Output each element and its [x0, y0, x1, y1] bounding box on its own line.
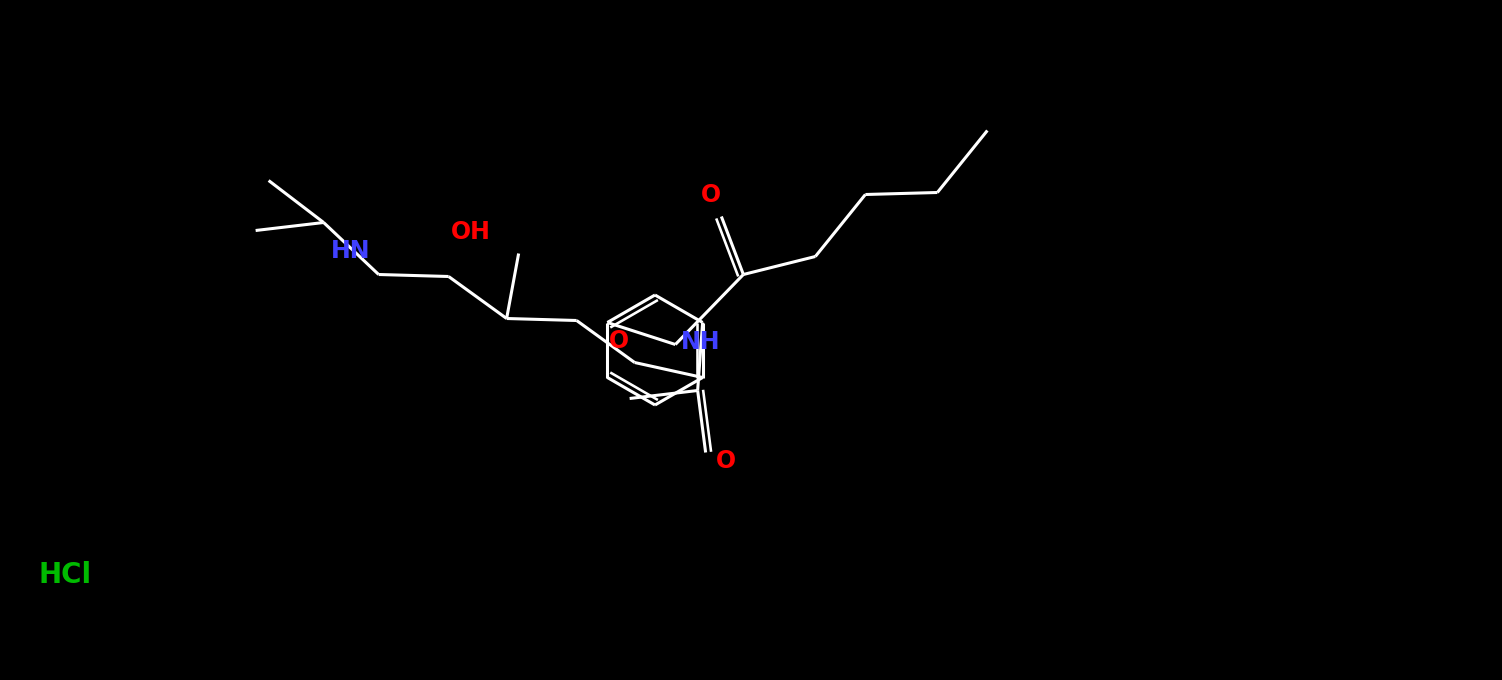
Text: HN: HN — [330, 239, 371, 262]
Text: O: O — [701, 182, 721, 207]
Text: NH: NH — [682, 330, 721, 354]
Text: O: O — [715, 449, 736, 473]
Text: O: O — [608, 328, 629, 352]
Text: OH: OH — [451, 220, 491, 243]
Text: HCl: HCl — [38, 561, 92, 589]
